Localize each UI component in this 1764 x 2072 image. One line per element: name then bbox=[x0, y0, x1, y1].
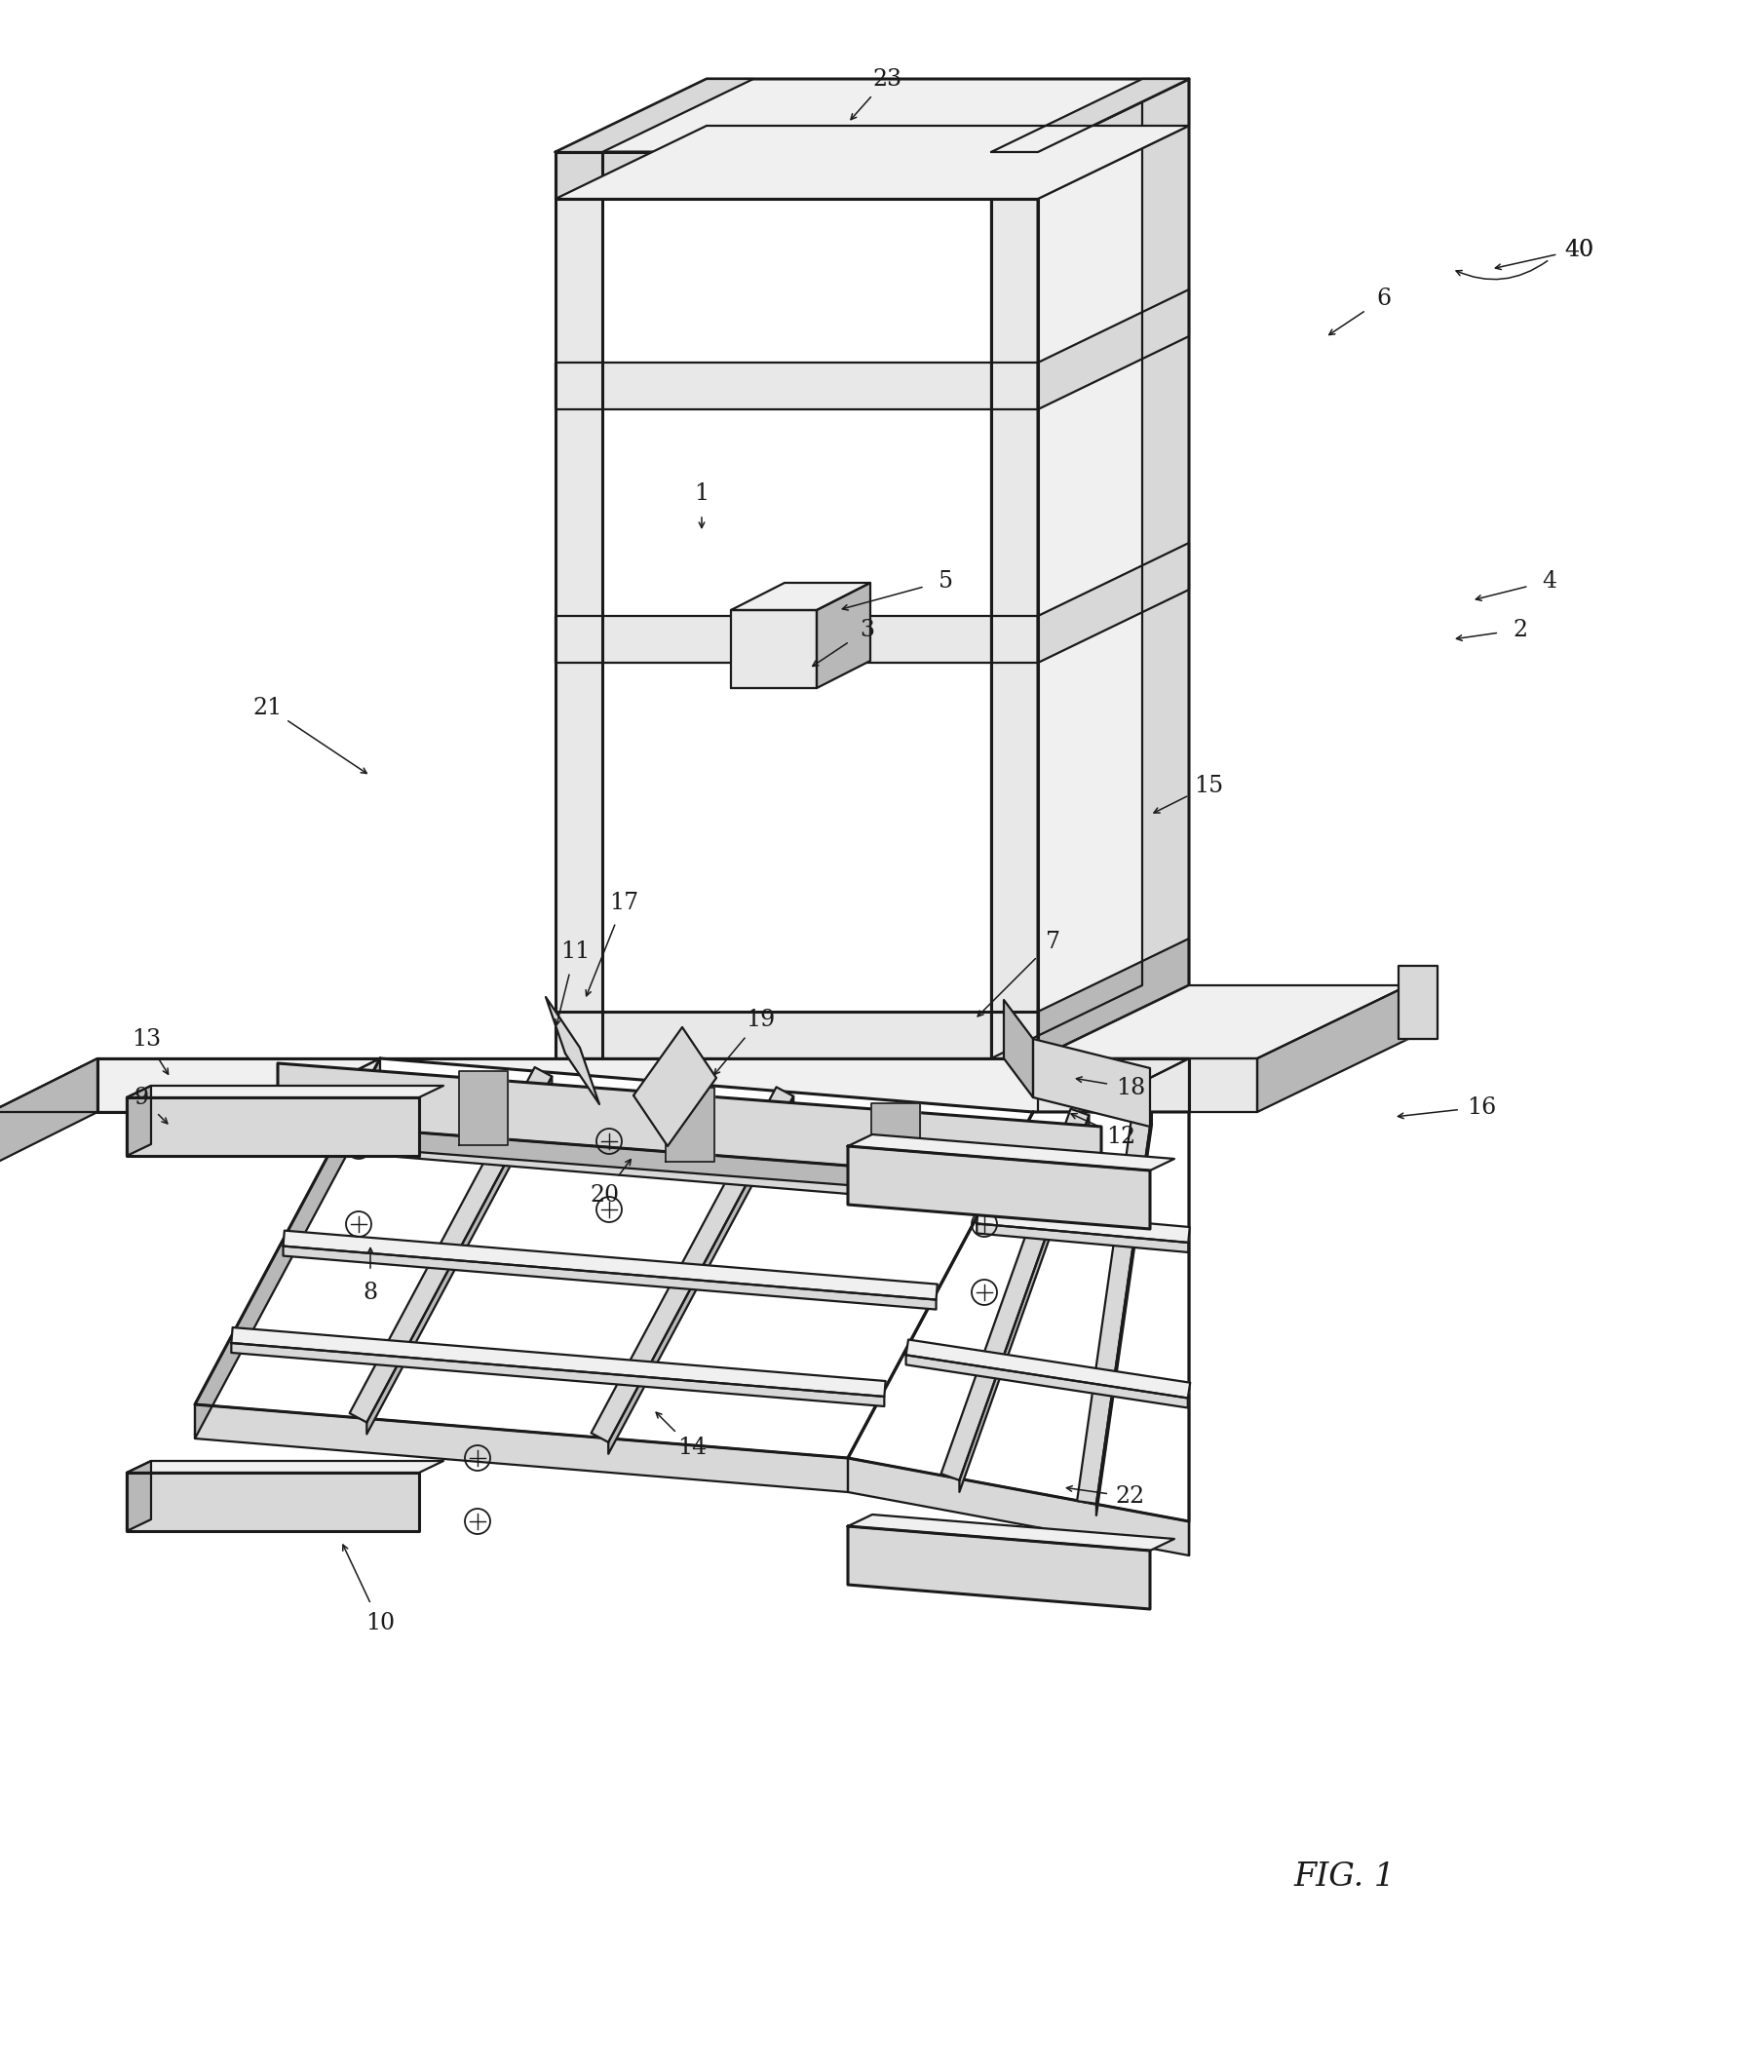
Polygon shape bbox=[127, 1461, 152, 1531]
Polygon shape bbox=[871, 1102, 919, 1177]
Text: 5: 5 bbox=[938, 570, 953, 593]
Text: 19: 19 bbox=[746, 1009, 774, 1030]
Text: 9: 9 bbox=[134, 1086, 148, 1109]
Text: 3: 3 bbox=[861, 617, 875, 640]
Polygon shape bbox=[848, 1459, 1189, 1556]
Polygon shape bbox=[379, 1059, 1189, 1113]
Polygon shape bbox=[339, 1142, 991, 1206]
Polygon shape bbox=[277, 1121, 1101, 1204]
Polygon shape bbox=[1037, 1059, 1258, 1113]
Polygon shape bbox=[459, 1071, 508, 1146]
Polygon shape bbox=[1037, 79, 1189, 199]
Text: 22: 22 bbox=[1117, 1486, 1145, 1508]
Polygon shape bbox=[991, 79, 1189, 151]
Polygon shape bbox=[277, 1063, 1101, 1185]
Polygon shape bbox=[1037, 543, 1189, 663]
Text: 40: 40 bbox=[1565, 238, 1593, 261]
Text: 20: 20 bbox=[589, 1183, 619, 1206]
Text: 12: 12 bbox=[1106, 1125, 1136, 1148]
Text: 2: 2 bbox=[1514, 617, 1528, 640]
Polygon shape bbox=[127, 1461, 443, 1473]
Polygon shape bbox=[991, 151, 1037, 1059]
Polygon shape bbox=[1258, 986, 1408, 1113]
Text: 8: 8 bbox=[363, 1280, 377, 1303]
Polygon shape bbox=[97, 1059, 379, 1113]
Polygon shape bbox=[848, 1515, 1175, 1550]
Polygon shape bbox=[194, 1059, 1034, 1459]
Text: 6: 6 bbox=[1376, 288, 1392, 309]
Polygon shape bbox=[1037, 79, 1189, 1059]
Polygon shape bbox=[545, 997, 600, 1104]
Text: 17: 17 bbox=[609, 891, 639, 914]
Polygon shape bbox=[1037, 939, 1189, 1059]
Polygon shape bbox=[1004, 1001, 1034, 1098]
Polygon shape bbox=[556, 151, 602, 1059]
Polygon shape bbox=[556, 79, 1189, 151]
Text: 4: 4 bbox=[1542, 570, 1558, 593]
Polygon shape bbox=[367, 1077, 552, 1434]
Polygon shape bbox=[977, 1208, 1189, 1243]
Polygon shape bbox=[591, 1088, 794, 1442]
Polygon shape bbox=[231, 1328, 886, 1397]
Polygon shape bbox=[907, 1355, 1187, 1407]
Polygon shape bbox=[0, 1059, 97, 1167]
Text: 15: 15 bbox=[1194, 775, 1222, 798]
Text: 10: 10 bbox=[365, 1612, 395, 1635]
Polygon shape bbox=[1034, 1038, 1150, 1127]
Polygon shape bbox=[991, 79, 1143, 1059]
Polygon shape bbox=[556, 151, 1037, 199]
Polygon shape bbox=[1081, 1059, 1189, 1167]
Polygon shape bbox=[194, 1059, 379, 1438]
Text: 16: 16 bbox=[1466, 1096, 1496, 1119]
Polygon shape bbox=[665, 1088, 714, 1160]
Polygon shape bbox=[556, 615, 1037, 663]
Text: 14: 14 bbox=[677, 1438, 707, 1459]
Polygon shape bbox=[960, 1115, 1088, 1492]
Polygon shape bbox=[1095, 1113, 1152, 1515]
Text: 13: 13 bbox=[132, 1028, 161, 1051]
Polygon shape bbox=[1037, 986, 1408, 1059]
Polygon shape bbox=[633, 1028, 716, 1146]
Text: 23: 23 bbox=[871, 68, 901, 91]
Text: 21: 21 bbox=[254, 696, 282, 719]
Text: 11: 11 bbox=[561, 941, 589, 961]
Text: 7: 7 bbox=[1046, 930, 1060, 953]
Polygon shape bbox=[848, 1527, 1150, 1610]
Polygon shape bbox=[231, 1343, 884, 1407]
Polygon shape bbox=[940, 1109, 1088, 1479]
Polygon shape bbox=[609, 1096, 794, 1455]
Polygon shape bbox=[284, 1245, 937, 1310]
Polygon shape bbox=[1078, 1111, 1152, 1504]
Text: 1: 1 bbox=[695, 483, 709, 503]
Polygon shape bbox=[127, 1098, 420, 1156]
Polygon shape bbox=[0, 1059, 379, 1113]
Polygon shape bbox=[339, 1127, 993, 1196]
Polygon shape bbox=[284, 1231, 937, 1299]
Polygon shape bbox=[127, 1086, 152, 1156]
Text: 40: 40 bbox=[1565, 238, 1593, 261]
Polygon shape bbox=[349, 1067, 552, 1421]
Polygon shape bbox=[194, 1405, 848, 1492]
Polygon shape bbox=[817, 582, 870, 688]
Polygon shape bbox=[273, 1059, 1189, 1113]
Text: 18: 18 bbox=[1117, 1077, 1145, 1098]
Polygon shape bbox=[848, 1146, 1150, 1229]
Text: FIG. 1: FIG. 1 bbox=[1295, 1861, 1395, 1892]
Polygon shape bbox=[556, 79, 753, 151]
Polygon shape bbox=[848, 1113, 1189, 1521]
Polygon shape bbox=[730, 582, 870, 609]
Polygon shape bbox=[1037, 290, 1189, 410]
Polygon shape bbox=[556, 1011, 1037, 1059]
Polygon shape bbox=[127, 1473, 420, 1531]
Polygon shape bbox=[127, 1086, 443, 1098]
Polygon shape bbox=[977, 1225, 1189, 1251]
Polygon shape bbox=[1399, 966, 1438, 1038]
Polygon shape bbox=[848, 1135, 1175, 1171]
Polygon shape bbox=[907, 1341, 1191, 1399]
Polygon shape bbox=[556, 363, 1037, 410]
Polygon shape bbox=[730, 609, 817, 688]
Polygon shape bbox=[556, 126, 1189, 199]
